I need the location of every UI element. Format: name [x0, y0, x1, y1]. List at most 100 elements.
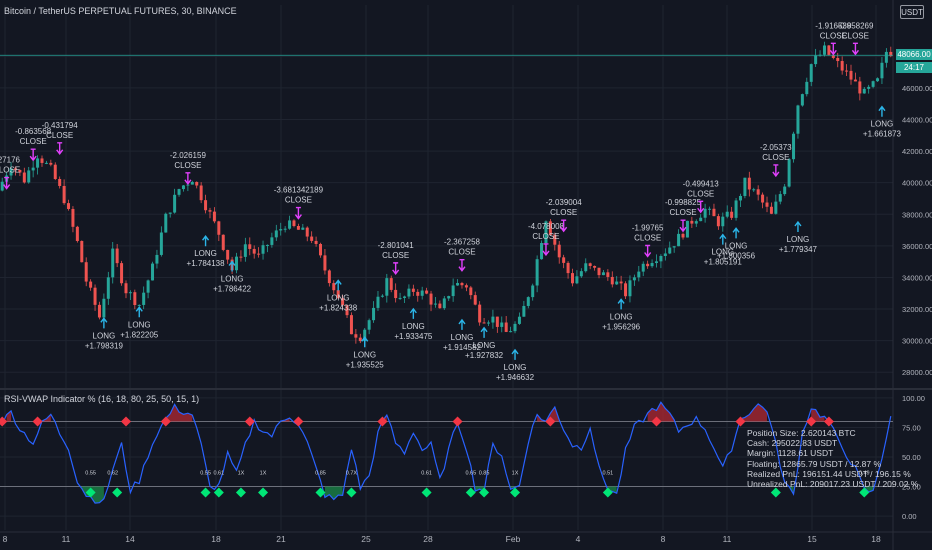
- trade-value-label: -2.05373: [760, 143, 792, 152]
- trade-value-label: -0.958269: [837, 21, 874, 30]
- candle-body: [756, 189, 760, 195]
- candle-body: [716, 216, 720, 227]
- candle-body: [155, 254, 159, 264]
- candle-body: [566, 262, 570, 274]
- close-arrow-icon: [644, 244, 652, 258]
- trade-type-label: LONG: [194, 249, 217, 258]
- buy-signal-marker: [346, 487, 357, 498]
- candle-body: [97, 304, 101, 318]
- signal-size-label: 1X: [512, 471, 519, 477]
- candle-body: [349, 315, 353, 335]
- trade-value-label: -0.863568: [15, 127, 52, 136]
- candle-body: [442, 298, 446, 309]
- candle-body: [58, 178, 62, 186]
- buy-signal-marker: [770, 487, 781, 498]
- long-arrow-icon: [794, 220, 802, 233]
- trade-value-label: 727176: [0, 156, 21, 165]
- indicator-tick-label: 75.00: [902, 423, 921, 432]
- candle-body: [654, 261, 658, 264]
- candle-body: [456, 283, 460, 286]
- candle-body: [517, 316, 521, 324]
- candle-body: [871, 81, 875, 87]
- candle-body: [557, 244, 561, 258]
- stat-position-size: Position Size: 2.620143 BTC: [747, 428, 856, 438]
- candle-body: [862, 88, 866, 94]
- trade-value-label: -0.431794: [42, 121, 79, 130]
- candle-body: [699, 217, 703, 222]
- buy-signal-marker: [85, 487, 96, 498]
- trade-type-label: CLOSE: [550, 208, 577, 217]
- candle-body: [341, 298, 345, 306]
- candle-body: [265, 244, 269, 246]
- candle-body: [451, 285, 455, 297]
- trade-type-label: LONG: [402, 322, 425, 331]
- y-tick-label: 30000.00: [902, 337, 932, 346]
- trade-type-label: CLOSE: [842, 31, 869, 40]
- long-arrow-icon: [228, 260, 236, 272]
- candle-body: [783, 186, 787, 195]
- signal-size-label: 0.62: [107, 471, 118, 477]
- candle-body: [296, 225, 300, 230]
- close-arrow-icon: [3, 176, 11, 190]
- buy-signal-marker: [258, 487, 269, 498]
- candle-body: [36, 158, 40, 168]
- trade-type-label: CLOSE: [762, 153, 789, 162]
- candle-body: [513, 323, 517, 332]
- candle-body: [124, 283, 128, 294]
- candle-body: [115, 248, 119, 264]
- trade-value-label: +1.805191: [704, 258, 743, 267]
- trade-type-label: LONG: [871, 120, 894, 129]
- candle-body: [447, 296, 451, 299]
- x-tick-label: 11: [62, 534, 71, 544]
- currency-selector[interactable]: USDT: [900, 5, 924, 19]
- candle-body: [208, 210, 212, 212]
- candle-body: [111, 248, 115, 278]
- signal-size-label: 0.61: [421, 471, 432, 477]
- candle-body: [71, 208, 75, 227]
- overbought-fill: [647, 402, 675, 422]
- candle-body: [809, 64, 813, 82]
- candle-body: [40, 158, 44, 163]
- candle-body: [27, 170, 31, 183]
- sell-signal-marker: [160, 416, 171, 427]
- y-tick-label: 36000.00: [902, 242, 932, 251]
- x-tick-label: 18: [871, 534, 881, 544]
- candle-body: [283, 228, 287, 230]
- buy-signal-marker: [510, 487, 521, 498]
- trade-value-label: +1.798319: [85, 341, 124, 350]
- signal-size-label: 0.7X: [346, 471, 358, 477]
- candle-body: [403, 296, 407, 298]
- candle-body: [332, 283, 336, 291]
- candle-body: [540, 243, 544, 260]
- candle-body: [279, 229, 283, 231]
- signal-size-label: 1X: [238, 471, 245, 477]
- signal-size-label: 1X: [260, 471, 267, 477]
- candle-body: [787, 159, 791, 187]
- candle-body: [522, 305, 526, 317]
- candle-body: [632, 277, 636, 281]
- close-arrow-icon: [29, 148, 37, 162]
- long-arrow-icon: [361, 336, 369, 348]
- trade-value-label: -2.026159: [170, 151, 207, 160]
- candle-body: [831, 54, 835, 58]
- indicator-tick-label: 0.00: [902, 512, 917, 521]
- candle-body: [535, 259, 539, 286]
- candle-body: [800, 94, 804, 106]
- candle-body: [836, 57, 840, 62]
- stat-unrealized-pnl: Unrealized PnL: 209017.23 USDT / 209.02 …: [747, 479, 919, 490]
- candle-body: [486, 322, 490, 324]
- trade-type-label: CLOSE: [285, 196, 312, 205]
- candle-body: [685, 220, 689, 238]
- y-tick-label: 44000.00: [902, 116, 932, 125]
- candles: [0, 41, 893, 347]
- candle-body: [270, 237, 274, 245]
- candle-body: [416, 291, 420, 296]
- buy-signal-marker: [315, 487, 326, 498]
- sell-signal-marker: [377, 416, 388, 427]
- candle-body: [624, 283, 628, 297]
- candle-body: [853, 79, 857, 82]
- trade-value-label: +1.784138: [187, 259, 226, 268]
- close-arrow-icon: [542, 243, 550, 257]
- candle-body: [738, 195, 742, 201]
